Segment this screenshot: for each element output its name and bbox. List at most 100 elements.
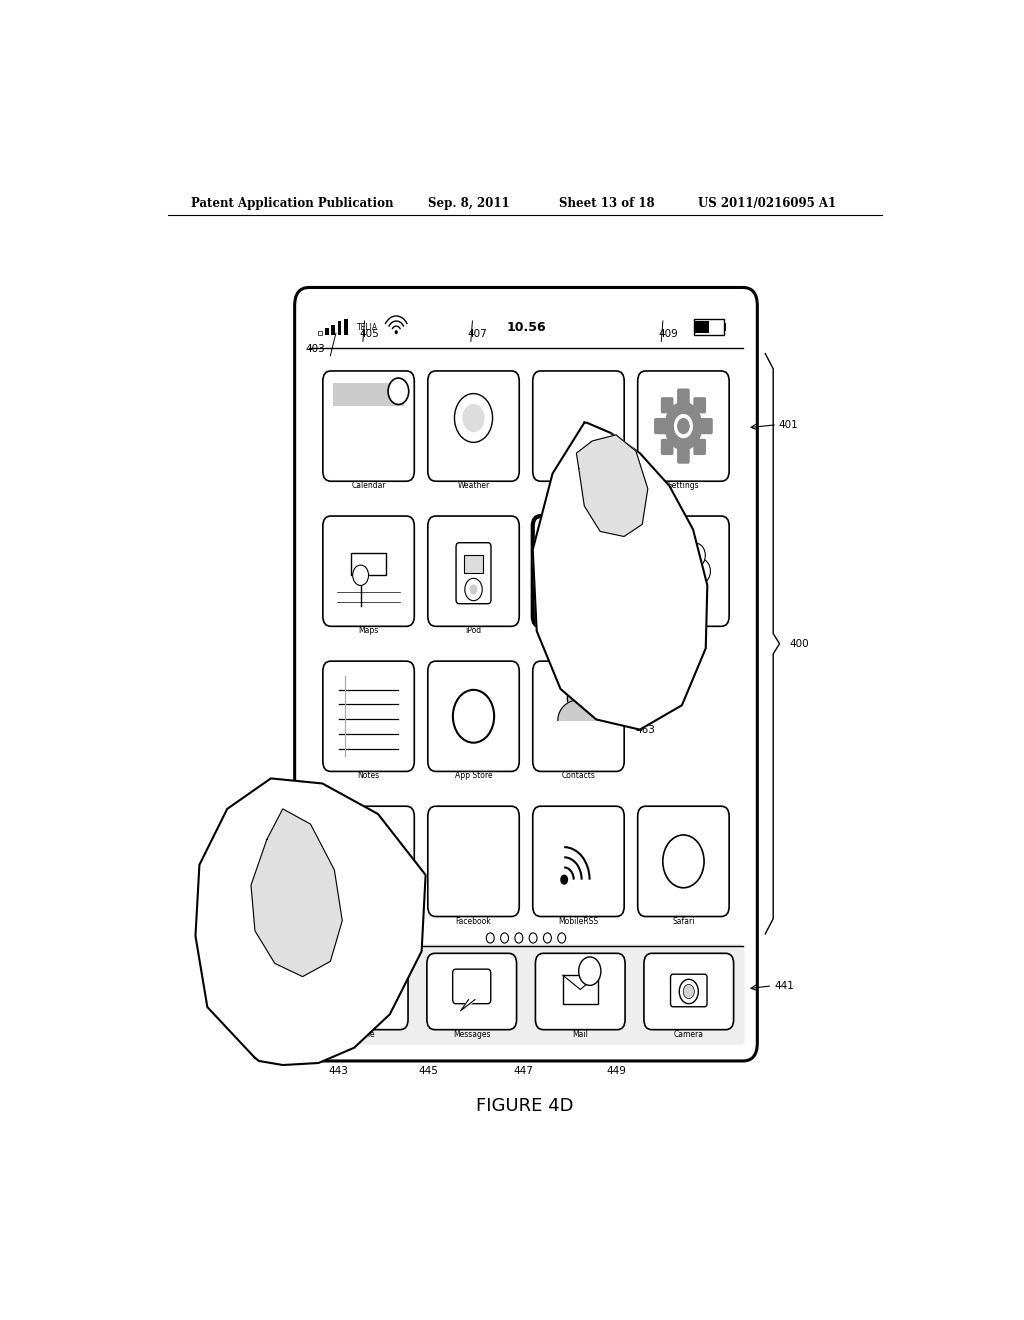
FancyBboxPatch shape xyxy=(428,516,519,626)
Text: Sep. 8, 2011: Sep. 8, 2011 xyxy=(428,197,510,210)
Circle shape xyxy=(674,537,693,561)
FancyBboxPatch shape xyxy=(428,807,519,916)
Text: A: A xyxy=(465,705,482,727)
FancyBboxPatch shape xyxy=(660,397,674,413)
Polygon shape xyxy=(532,422,708,730)
Text: 110: 110 xyxy=(362,561,375,566)
FancyBboxPatch shape xyxy=(654,418,667,434)
Text: 441: 441 xyxy=(775,981,795,991)
Circle shape xyxy=(453,690,495,743)
Text: 23°: 23° xyxy=(467,438,480,447)
Text: Mail: Mail xyxy=(572,1030,588,1039)
Text: MARCH: MARCH xyxy=(360,393,377,397)
Text: 449: 449 xyxy=(606,1067,626,1076)
FancyBboxPatch shape xyxy=(307,944,744,1044)
FancyBboxPatch shape xyxy=(638,371,729,482)
Circle shape xyxy=(691,558,711,583)
FancyBboxPatch shape xyxy=(427,953,516,1030)
Text: 400: 400 xyxy=(790,639,809,648)
Circle shape xyxy=(679,979,698,1003)
Bar xyxy=(724,323,726,331)
Bar xyxy=(351,553,386,576)
Circle shape xyxy=(683,985,694,999)
Text: 447: 447 xyxy=(513,1067,534,1076)
Text: Camera: Camera xyxy=(674,1030,703,1039)
Text: Phone: Phone xyxy=(351,1030,375,1039)
Circle shape xyxy=(560,875,568,884)
Text: 10.56: 10.56 xyxy=(506,321,546,334)
Circle shape xyxy=(677,418,690,434)
Circle shape xyxy=(656,558,676,583)
Circle shape xyxy=(465,578,482,601)
Text: 443: 443 xyxy=(329,1067,348,1076)
Text: 5: 5 xyxy=(396,387,401,396)
Text: Facebook: Facebook xyxy=(456,916,492,925)
Circle shape xyxy=(362,830,376,847)
FancyBboxPatch shape xyxy=(532,371,625,482)
FancyBboxPatch shape xyxy=(323,371,415,482)
FancyBboxPatch shape xyxy=(660,438,674,455)
FancyBboxPatch shape xyxy=(318,953,408,1030)
FancyBboxPatch shape xyxy=(295,288,758,1061)
Text: 463: 463 xyxy=(636,725,655,735)
FancyBboxPatch shape xyxy=(693,397,706,413)
Text: Maps: Maps xyxy=(358,626,379,635)
Bar xyxy=(331,325,335,335)
Circle shape xyxy=(662,543,681,568)
Text: 401: 401 xyxy=(778,420,799,430)
Bar xyxy=(338,322,341,335)
Circle shape xyxy=(463,404,484,432)
Bar xyxy=(563,975,598,1003)
Text: Sheet 13 of 18: Sheet 13 of 18 xyxy=(559,197,654,210)
FancyBboxPatch shape xyxy=(323,661,415,771)
FancyBboxPatch shape xyxy=(644,953,733,1030)
FancyBboxPatch shape xyxy=(532,661,625,771)
Bar xyxy=(325,327,329,335)
Text: Contacts: Contacts xyxy=(561,771,595,780)
Text: 405: 405 xyxy=(359,329,380,339)
Text: Weather: Weather xyxy=(458,482,489,490)
Text: Calendar: Calendar xyxy=(351,482,386,490)
Circle shape xyxy=(544,933,551,942)
Circle shape xyxy=(394,330,397,334)
Circle shape xyxy=(515,933,523,942)
Polygon shape xyxy=(558,700,599,721)
Polygon shape xyxy=(196,779,426,1065)
Bar xyxy=(318,331,323,335)
Text: MobileRSS: MobileRSS xyxy=(558,916,599,925)
Circle shape xyxy=(529,933,538,942)
Text: TELIA: TELIA xyxy=(356,322,378,331)
Bar xyxy=(695,321,709,333)
FancyBboxPatch shape xyxy=(323,807,415,916)
Text: iPod: iPod xyxy=(466,626,481,635)
Text: 461: 461 xyxy=(221,875,241,884)
Bar xyxy=(333,383,403,407)
FancyBboxPatch shape xyxy=(671,974,707,1007)
FancyBboxPatch shape xyxy=(532,516,625,626)
FancyBboxPatch shape xyxy=(428,371,519,482)
FancyBboxPatch shape xyxy=(456,543,490,603)
Text: 407: 407 xyxy=(468,329,487,339)
Text: US 2011/0216095 A1: US 2011/0216095 A1 xyxy=(697,197,836,210)
Circle shape xyxy=(663,836,705,888)
Circle shape xyxy=(567,684,590,713)
Polygon shape xyxy=(461,999,476,1011)
Circle shape xyxy=(486,933,495,942)
Bar xyxy=(464,554,483,573)
Text: 445: 445 xyxy=(418,1067,438,1076)
FancyBboxPatch shape xyxy=(677,447,690,463)
Text: Notes: Notes xyxy=(357,771,380,780)
FancyBboxPatch shape xyxy=(532,807,625,916)
Circle shape xyxy=(686,543,706,568)
Circle shape xyxy=(388,378,409,404)
Text: FIGURE 4D: FIGURE 4D xyxy=(476,1097,573,1114)
Bar xyxy=(694,319,724,335)
Circle shape xyxy=(662,574,681,599)
Circle shape xyxy=(579,957,601,986)
Circle shape xyxy=(470,585,477,594)
FancyBboxPatch shape xyxy=(693,438,706,455)
Circle shape xyxy=(665,401,702,450)
Text: Messages: Messages xyxy=(453,1030,490,1039)
Text: 60: 60 xyxy=(586,969,594,974)
Text: App Store: App Store xyxy=(455,771,493,780)
